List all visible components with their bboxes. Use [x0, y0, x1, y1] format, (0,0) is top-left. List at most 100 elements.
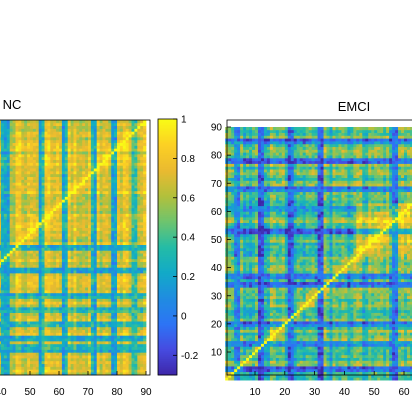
heatmap-cell [50, 196, 54, 200]
heatmap-cell [21, 258, 25, 263]
heatmap-cell [111, 193, 115, 197]
heatmap-cell [30, 233, 34, 237]
heatmap-cell [93, 329, 98, 333]
heatmap-cell [53, 236, 57, 240]
heatmap-cell [64, 281, 69, 285]
colorbar-segment [158, 333, 177, 336]
heatmap-cell [79, 241, 83, 246]
heatmap-cell [35, 329, 40, 333]
heatmap-cell [79, 349, 83, 353]
heatmap-cell [44, 315, 48, 319]
heatmap-cell [44, 253, 48, 257]
heatmap-cell [82, 188, 86, 192]
heatmap-cell [1, 219, 5, 223]
heatmap-cell [99, 185, 103, 189]
heatmap-cell [79, 131, 83, 135]
heatmap-cell [90, 318, 95, 322]
heatmap-cell [117, 244, 121, 248]
heatmap-cell [111, 156, 115, 161]
colorbar-segment [158, 125, 177, 128]
heatmap-cell [15, 312, 19, 316]
heatmap-cell [128, 202, 132, 206]
heatmap-cell [143, 122, 147, 127]
heatmap-cell [6, 168, 11, 172]
heatmap-cell [90, 346, 95, 350]
heatmap-cell [1, 193, 5, 197]
heatmap-cell [96, 292, 100, 297]
heatmap-cell [61, 284, 66, 288]
heatmap-cell [102, 267, 106, 271]
heatmap-cell [67, 199, 71, 203]
heatmap-cell [6, 122, 11, 127]
heatmap-cell [114, 122, 118, 127]
heatmap-cell [50, 278, 54, 282]
heatmap-cell [0, 312, 2, 316]
heatmap-cell [386, 374, 390, 378]
heatmap-cell [50, 309, 54, 314]
heatmap-cell [67, 185, 71, 189]
heatmap-cell [105, 256, 109, 260]
heatmap-cell [12, 122, 16, 127]
heatmap-cell [93, 241, 98, 246]
heatmap-cell [128, 281, 132, 285]
heatmap-cell [53, 355, 57, 359]
heatmap-cell [122, 171, 127, 175]
heatmap-cell [102, 120, 106, 124]
heatmap-cell [30, 244, 34, 248]
heatmap-cell [70, 210, 74, 214]
heatmap-cell [108, 196, 112, 200]
heatmap-cell [15, 205, 19, 209]
heatmap-cell [82, 190, 86, 195]
heatmap-cell [18, 199, 22, 203]
heatmap-cell [15, 227, 19, 231]
colorbar-segment [158, 249, 177, 252]
heatmap-cell [108, 258, 112, 263]
heatmap-cell [114, 207, 118, 212]
heatmap-cell [122, 213, 127, 217]
heatmap-cell [53, 366, 57, 370]
heatmap-cell [82, 301, 86, 305]
heatmap-cell [344, 377, 348, 381]
heatmap-cell [67, 128, 71, 132]
heatmap-cell [21, 165, 25, 169]
heatmap-cell [24, 227, 28, 231]
heatmap-cell [108, 284, 112, 288]
heatmap-cell [257, 371, 262, 375]
heatmap-cell [111, 369, 115, 373]
heatmap-cell [24, 295, 28, 299]
heatmap-cell [140, 275, 144, 280]
heatmap-cell [50, 360, 54, 365]
heatmap-cell [137, 216, 141, 220]
heatmap-cell [105, 315, 109, 319]
heatmap-cell [50, 275, 54, 280]
heatmap-cell [119, 267, 124, 271]
heatmap-cell [392, 374, 396, 378]
heatmap-cell [15, 261, 19, 265]
heatmap-cell [389, 374, 393, 378]
heatmap-cell [82, 360, 86, 365]
heatmap-cell [140, 222, 144, 226]
heatmap-cell [6, 315, 11, 319]
heatmap-cell [44, 120, 48, 124]
heatmap-cell [82, 137, 86, 141]
heatmap-cell [47, 128, 51, 132]
heatmap-cell [12, 264, 16, 268]
heatmap-cell [122, 329, 127, 333]
heatmap-cell [61, 318, 66, 322]
heatmap-cell [140, 267, 144, 271]
heatmap-cell [59, 315, 63, 319]
heatmap-cell [134, 168, 138, 172]
heatmap-cell [140, 216, 144, 220]
heatmap-cell [362, 377, 366, 381]
heatmap-cell [6, 239, 11, 243]
heatmap-cell [88, 295, 92, 299]
heatmap-cell [41, 239, 45, 243]
heatmap-cell [117, 250, 121, 254]
heatmap-cell [24, 185, 28, 189]
heatmap-cell [15, 315, 19, 319]
heatmap-cell [1, 168, 5, 172]
heatmap-cell [35, 258, 40, 263]
heatmap-cell [401, 374, 405, 378]
heatmap-cell [114, 292, 118, 297]
heatmap-cell [18, 125, 22, 129]
